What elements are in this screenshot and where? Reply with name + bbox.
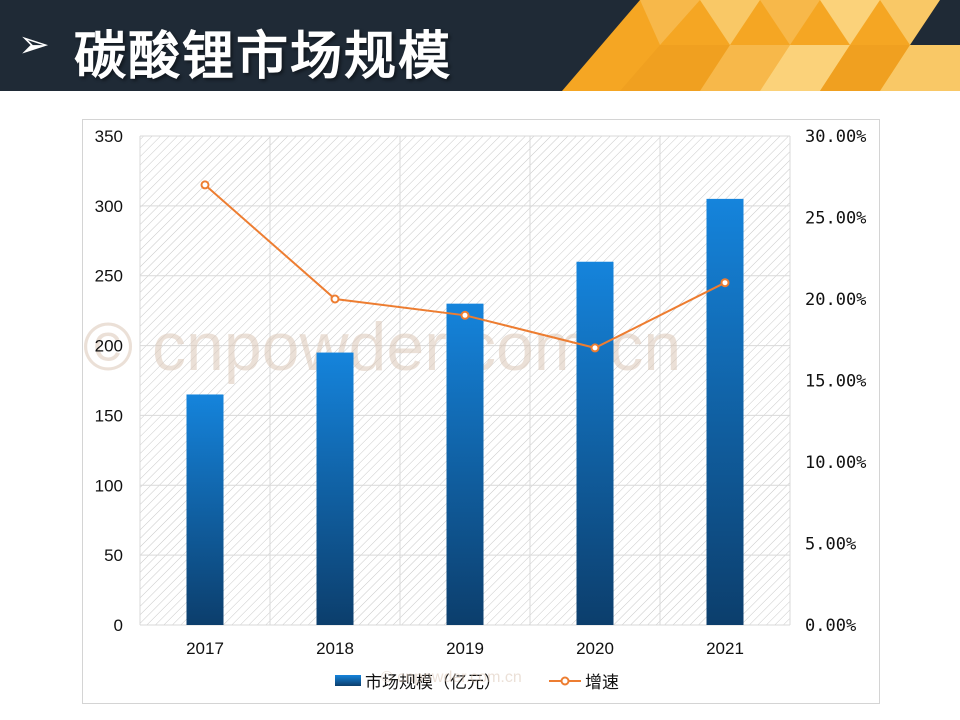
header-decoration bbox=[562, 0, 960, 91]
x-tick-label: 2020 bbox=[576, 639, 614, 658]
y-right-tick-label: 25.00% bbox=[805, 209, 866, 229]
y-right-tick-label: 15.00% bbox=[805, 372, 866, 392]
x-axis: 2017 2018 2019 2020 2021 bbox=[186, 639, 744, 658]
growth-point-2020 bbox=[590, 343, 600, 353]
legend-label-bar: 市场规模（亿元） bbox=[365, 673, 501, 693]
y-left-tick-label: 50 bbox=[104, 546, 123, 565]
y-right-tick-label: 20.00% bbox=[805, 290, 866, 310]
y-left-tick-label: 300 bbox=[95, 197, 123, 216]
x-tick-label: 2019 bbox=[446, 639, 484, 658]
header-bar: ➢ 碳酸锂市场规模 bbox=[0, 0, 960, 91]
y-left-tick-label: 0 bbox=[114, 616, 123, 635]
growth-point-2017 bbox=[200, 180, 210, 190]
bar-2017 bbox=[186, 394, 224, 625]
legend-swatch-marker bbox=[560, 676, 570, 686]
growth-point-2021 bbox=[720, 278, 730, 288]
bar-2018 bbox=[316, 352, 354, 625]
legend-label-line: 增速 bbox=[585, 673, 619, 693]
growth-point-2019 bbox=[460, 310, 470, 320]
line-series bbox=[200, 180, 730, 353]
growth-point-2018 bbox=[330, 294, 340, 304]
combo-chart: © cnpowder.com.cn 050100150200250300350 … bbox=[83, 127, 866, 693]
gridlines bbox=[139, 135, 791, 626]
y-right-tick-label: 30.00% bbox=[805, 127, 866, 147]
x-tick-label: 2017 bbox=[186, 639, 224, 658]
y-axis-left: 0 50 100 150 200 250 300 350 bbox=[95, 127, 123, 635]
y-left-tick-label: 150 bbox=[95, 406, 123, 425]
y-right-tick-label: 5.00% bbox=[805, 535, 856, 555]
x-tick-label: 2018 bbox=[316, 639, 354, 658]
y-axis-right: 0.00% 5.00% 10.00% 15.00% 20.00% 25.00% 30.00% bbox=[805, 127, 866, 636]
page-title: 碳酸锂市场规模 bbox=[74, 27, 453, 87]
bar-series bbox=[186, 198, 744, 625]
legend: 市场规模（亿元） 增速 © cnpowder.com.cn bbox=[335, 669, 619, 693]
y-left-tick-label: 350 bbox=[95, 127, 123, 146]
bar-2019 bbox=[446, 303, 484, 625]
chart-frame: © cnpowder.com.cn 0 50 100 150 200 250 300 350 … bbox=[82, 119, 880, 704]
bar-2021 bbox=[706, 198, 744, 625]
y-left-tick-label: 250 bbox=[95, 267, 123, 286]
y-left-tick-label: 200 bbox=[95, 337, 123, 356]
y-right-tick-label: 0.00% bbox=[805, 616, 856, 636]
bar-2020 bbox=[576, 261, 614, 625]
legend-swatch-bar bbox=[335, 675, 361, 686]
title-arrow-icon: ➢ bbox=[18, 22, 50, 66]
y-right-tick-label: 10.00% bbox=[805, 453, 866, 473]
watermark-small: © cnpowder.com.cn bbox=[381, 669, 522, 686]
x-tick-label: 2021 bbox=[706, 639, 744, 658]
y-left-tick-label: 100 bbox=[95, 476, 123, 495]
